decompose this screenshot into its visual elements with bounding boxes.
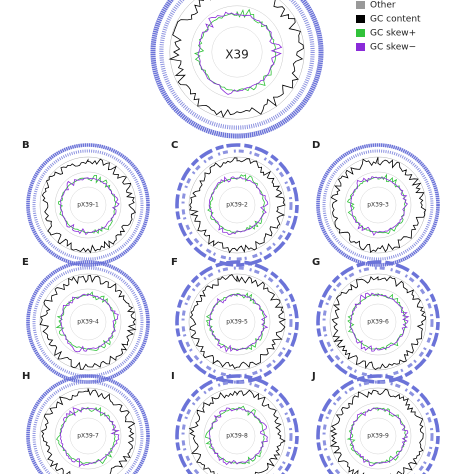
panel-letter: F: [171, 257, 178, 268]
gc-skew-minus: [60, 293, 119, 353]
panel-name: pX39-6: [367, 319, 389, 326]
legend-label: GC content: [370, 15, 421, 25]
panel-name: pX39-3: [367, 202, 389, 209]
scale-ring: [203, 171, 271, 239]
panel-name: pX39-9: [367, 433, 389, 440]
gc-skew-minus: [59, 407, 120, 468]
cds-ring-inner: [32, 266, 144, 378]
panel-name: pX39-2: [226, 202, 248, 209]
scale-ring: [218, 417, 256, 455]
cds-ring-outer: [26, 260, 150, 384]
scale-ring: [69, 417, 107, 455]
scale-ring: [344, 402, 412, 470]
scale-ring: [359, 417, 397, 455]
panel-name: pX39-7: [77, 433, 99, 440]
scale-ring: [218, 186, 256, 224]
scale-ring: [211, 26, 263, 78]
cds-ring-inner: [181, 149, 293, 261]
gc-content: [40, 388, 136, 474]
scale-ring: [359, 186, 397, 224]
scale-ring: [39, 387, 137, 474]
cds-ring-outer: [316, 143, 440, 267]
legend-swatch: [356, 43, 365, 51]
panel-letter: J: [311, 371, 316, 382]
gc-content: [331, 276, 427, 370]
cds-ring-outer: [316, 374, 440, 474]
gc-content: [189, 274, 287, 369]
scale-ring: [54, 171, 122, 239]
panel-letter: C: [171, 140, 178, 151]
gc-skew-minus: [208, 407, 268, 466]
gc-content: [168, 0, 304, 118]
gc-skew-minus: [59, 177, 120, 236]
panel-letter: D: [312, 140, 320, 151]
scale-ring: [329, 156, 427, 254]
main-label: X39: [225, 48, 249, 62]
scale-ring: [218, 303, 256, 341]
gc-skew-minus: [349, 292, 410, 352]
panel-letter: G: [312, 257, 320, 268]
cds-ring-outer: [150, 0, 324, 139]
cds-ring-outer: [26, 374, 150, 474]
scale-ring: [203, 402, 271, 470]
panel-letter: E: [22, 257, 29, 268]
gc-content: [188, 389, 286, 474]
panel-name: pX39-1: [77, 202, 99, 209]
gc-content: [189, 157, 286, 254]
panel-name: pX39-8: [226, 433, 248, 440]
gc-skew-minus: [350, 407, 409, 467]
scale-ring: [329, 273, 427, 371]
cds-ring-outer: [175, 260, 299, 384]
cds-ring-outer: [175, 143, 299, 267]
gc-skew-minus: [208, 176, 269, 235]
cds-ring-inner: [159, 0, 315, 130]
scale-ring: [344, 171, 412, 239]
cds-ring-inner: [322, 149, 434, 261]
cds-ring-outer: [26, 143, 150, 267]
cds-ring-inner: [32, 380, 144, 474]
panel-letter: I: [171, 371, 175, 382]
panel-letter: H: [22, 371, 30, 382]
cds-ring-inner: [322, 380, 434, 474]
legend-swatch: [356, 29, 365, 37]
scale-ring: [329, 387, 427, 474]
scale-ring: [359, 303, 397, 341]
gc-skew-minus: [208, 293, 269, 353]
scale-ring: [39, 273, 137, 371]
scale-ring: [344, 288, 412, 356]
scale-ring: [190, 5, 284, 99]
legend-label: GC skew+: [370, 29, 416, 39]
cds-ring-inner: [32, 149, 144, 261]
cds-ring-outer: [316, 260, 440, 384]
scale-ring: [69, 303, 107, 341]
scale-ring: [69, 186, 107, 224]
gc-content: [39, 274, 137, 370]
gc-content: [330, 156, 427, 253]
scale-ring: [188, 387, 286, 474]
legend-swatch: [356, 1, 365, 9]
gc-content: [329, 388, 424, 474]
legend-label: Other: [370, 1, 396, 11]
cds-ring-inner: [181, 380, 293, 474]
scale-ring: [54, 288, 122, 356]
scale-ring: [54, 402, 122, 470]
panel-name: pX39-4: [77, 319, 99, 326]
scale-ring: [169, 0, 305, 120]
gc-skew-minus: [350, 176, 408, 236]
panel-name: pX39-5: [226, 319, 248, 326]
legend-label: GC skew−: [370, 43, 416, 53]
cds-ring-outer: [175, 374, 299, 474]
gc-skew-plus: [55, 291, 117, 352]
gc-skew-minus: [197, 11, 283, 95]
gc-skew-plus: [56, 406, 116, 465]
gc-content: [41, 158, 136, 254]
scale-ring: [39, 156, 137, 254]
panel-letter: B: [22, 140, 30, 151]
legend-swatch: [356, 15, 365, 23]
scale-ring: [188, 273, 286, 371]
scale-ring: [203, 288, 271, 356]
